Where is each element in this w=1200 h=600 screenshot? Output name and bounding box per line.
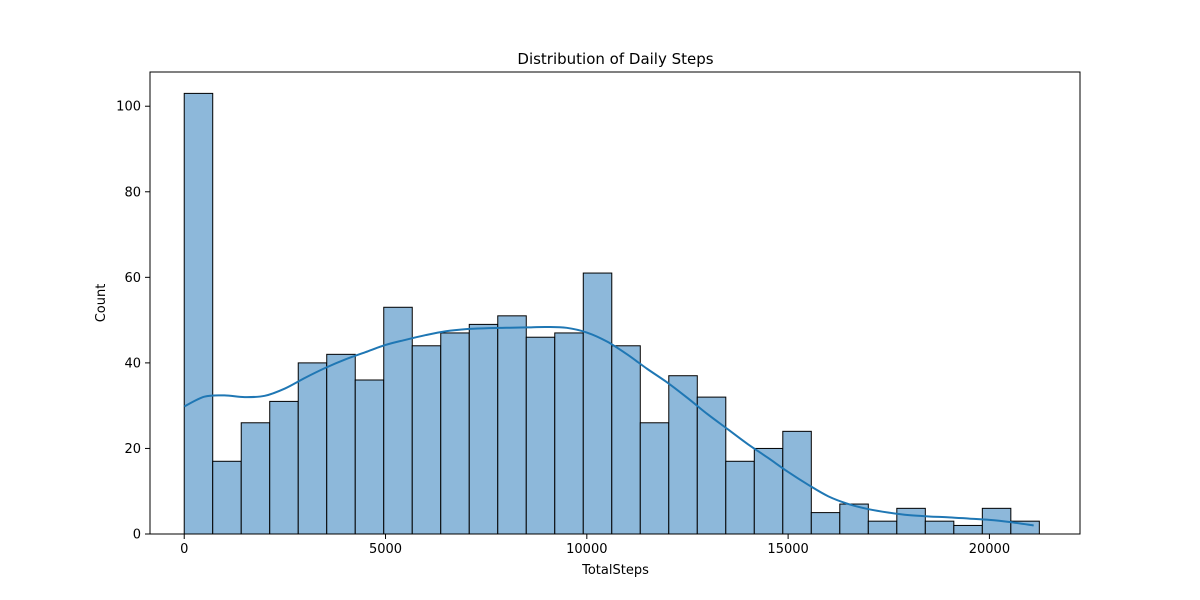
histogram-bar xyxy=(497,315,527,535)
histogram-bar xyxy=(326,353,356,535)
histogram-bar xyxy=(440,332,470,535)
histogram-bar xyxy=(411,345,442,535)
x-tick-label: 20000 xyxy=(969,542,1010,557)
histogram-bar xyxy=(896,507,926,535)
histogram-bar xyxy=(354,379,385,535)
histogram-bar xyxy=(782,430,812,535)
y-axis-label: Count xyxy=(94,284,109,323)
histogram-bar xyxy=(468,323,499,535)
histogram-bar xyxy=(611,345,641,535)
bars-group xyxy=(183,92,1040,535)
y-tick-label: 100 xyxy=(116,100,141,115)
x-tick-label: 0 xyxy=(180,542,188,557)
x-tick-label: 10000 xyxy=(566,542,607,557)
histogram-bar xyxy=(240,422,271,535)
histogram-bar xyxy=(183,92,214,535)
y-axis-ticks: 0 20 40 60 80 100 xyxy=(116,100,150,543)
histogram-bar xyxy=(525,336,556,535)
y-tick-label: 0 xyxy=(133,528,141,543)
x-axis-label: TotalSteps xyxy=(581,563,649,578)
histogram-bar xyxy=(953,524,983,535)
plot-frame xyxy=(149,71,1081,535)
histogram-bar xyxy=(297,362,328,535)
x-tick-label: 15000 xyxy=(767,542,808,557)
histogram-bar xyxy=(725,460,755,535)
x-axis-ticks: 0 5000 10000 15000 20000 xyxy=(180,534,1010,557)
y-tick-label: 80 xyxy=(124,185,141,200)
histogram-bar xyxy=(582,272,613,535)
x-tick-label: 5000 xyxy=(369,542,402,557)
histogram-bar xyxy=(753,447,784,535)
histogram-bar xyxy=(269,400,299,535)
y-tick-label: 20 xyxy=(124,442,141,457)
histogram-bar xyxy=(212,460,242,535)
kde-curve xyxy=(183,325,1034,527)
histogram-bar xyxy=(810,512,841,535)
chart-title: Distribution of Daily Steps xyxy=(517,50,713,68)
histogram-bar xyxy=(696,396,727,535)
y-tick-label: 60 xyxy=(124,271,141,286)
y-tick-label: 40 xyxy=(124,356,141,371)
histogram-bar xyxy=(639,422,670,535)
histogram-bar xyxy=(554,332,584,535)
histogram-bar xyxy=(867,520,898,535)
histogram-bar xyxy=(924,520,955,535)
histogram-bar xyxy=(668,375,698,535)
